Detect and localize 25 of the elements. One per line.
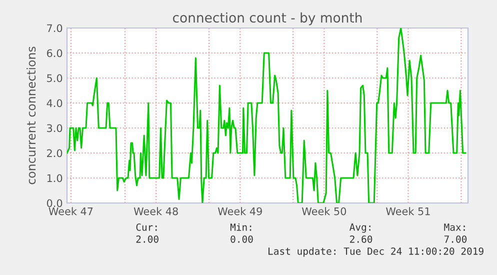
text: 2.60 — [350, 235, 372, 243]
text: Avg: — [350, 224, 370, 233]
x-tick-label: Week 49 — [218, 207, 262, 216]
y-tick-label: 6.0 — [46, 49, 62, 58]
text: Min: — [230, 223, 252, 231]
chart-title: connection count - by month — [172, 12, 362, 26]
y-tick-label: 1.0 — [47, 174, 62, 182]
x-tick-label: Week 47 — [48, 207, 93, 216]
y-tick-label: 7.0 — [47, 24, 62, 32]
y-tick-label: 5.0 — [47, 74, 62, 82]
text: 0.00 — [230, 235, 253, 243]
y-tick-label: 0.0 — [46, 199, 62, 208]
x-tick-label: Week 50 — [302, 207, 346, 216]
text: 2.00 — [136, 235, 158, 243]
y-tick-label: 4.0 — [46, 99, 62, 108]
text: 7.00 — [444, 235, 467, 243]
y-tick-label: 2.0 — [47, 149, 62, 158]
x-tick-label: Week 51 — [386, 207, 430, 216]
text: Cur: — [136, 223, 157, 231]
text: Last update: Tue Dec 24 11:00:20 2019 — [268, 247, 484, 257]
y-axis-title: concurrent connections — [26, 46, 36, 184]
y-tick-label: 3.0 — [47, 124, 62, 132]
line-series — [67, 28, 466, 203]
text: Max: — [444, 224, 465, 231]
x-tick-label: Week 48 — [134, 207, 178, 216]
